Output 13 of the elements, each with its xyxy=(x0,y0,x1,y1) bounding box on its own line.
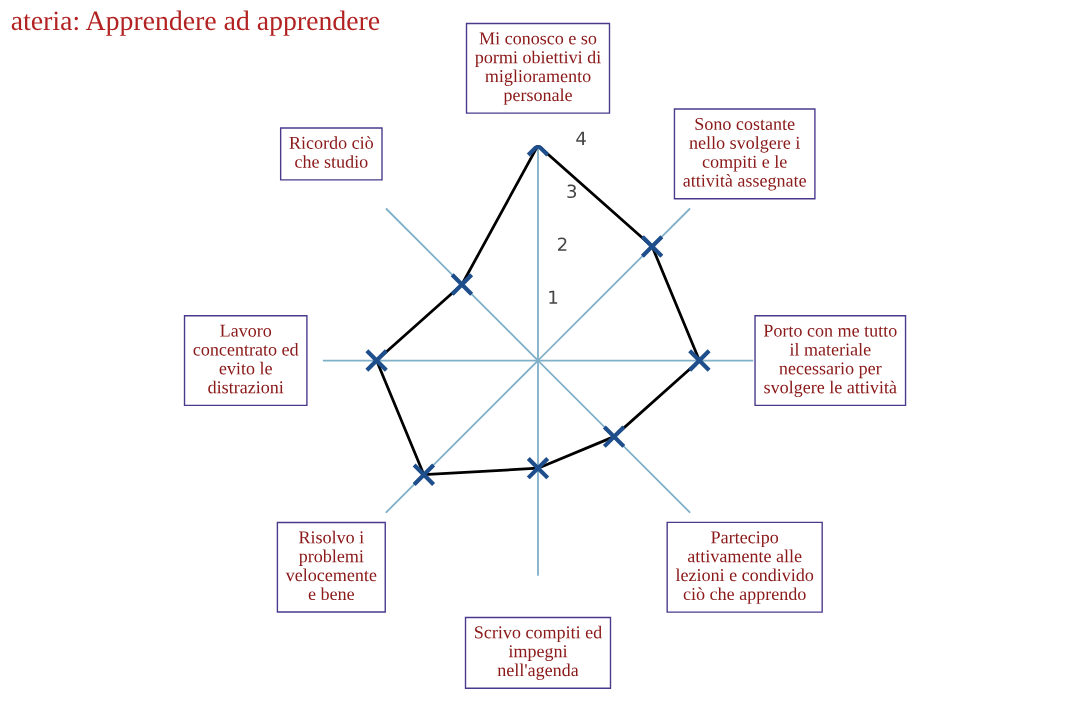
chart-title: ateria: Apprendere ad apprendere xyxy=(11,10,380,36)
spoke-label: Scrivo compiti ed impegni nell'agenda xyxy=(475,625,602,680)
y-tick-label: 1 xyxy=(549,290,558,304)
spoke-label: Sono costante nello svolgere i compiti e le attività assegnate xyxy=(683,117,806,191)
spoke-label: Lavoro concentrato ed evito le distrazioni xyxy=(193,324,299,394)
y-tick-label: 3 xyxy=(567,184,577,199)
y-tick-label: 4 xyxy=(576,131,586,145)
spoke-label: Partecipo attivamente alle lezioni e condivido ciò che apprendo xyxy=(675,531,814,604)
spoke-label: Risolvo i problemi velocemente e bene xyxy=(285,530,377,601)
spoke-label: Porto con me tutto il materiale necessario per svolgere le attività xyxy=(763,324,897,398)
spoke-label: Mi conosco e so pormi obiettivi di miglioramento personale xyxy=(475,32,601,105)
y-tick-label: 2 xyxy=(558,237,567,251)
spoke-label: Ricordo ciò che studio xyxy=(289,136,374,168)
